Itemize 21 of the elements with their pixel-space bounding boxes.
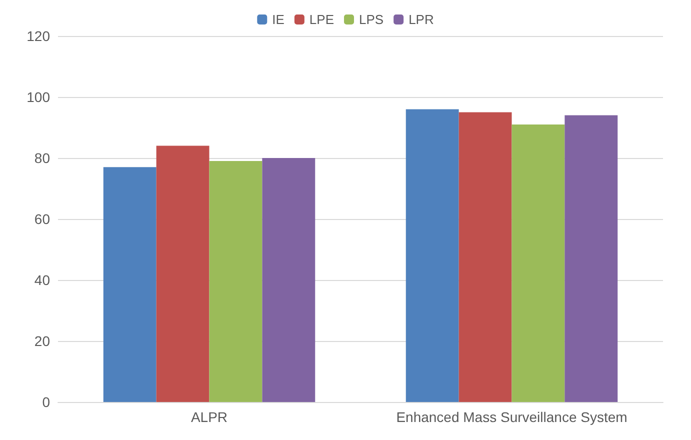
- y-tick-label: 100: [26, 89, 50, 105]
- legend-label: LPR: [408, 12, 434, 27]
- x-tick-label: Enhanced Mass Surveillance System: [396, 409, 628, 425]
- bar: [262, 158, 316, 402]
- legend-label: LPE: [309, 12, 334, 27]
- y-tick-label: 0: [42, 394, 50, 410]
- y-tick-label: 60: [34, 211, 50, 227]
- x-tick-label: ALPR: [190, 409, 228, 425]
- bar: [512, 124, 565, 402]
- bar: [406, 109, 459, 402]
- bar: [156, 146, 210, 402]
- bar: [209, 161, 262, 402]
- y-tick-label: 20: [34, 333, 50, 349]
- bar: [564, 115, 618, 402]
- y-tick-label: 120: [26, 28, 50, 44]
- bar: [458, 112, 512, 402]
- legend-label: IE: [272, 12, 285, 27]
- legend-label: LPS: [358, 12, 384, 27]
- y-tick-label: 40: [34, 272, 50, 288]
- y-tick-label: 80: [34, 150, 50, 166]
- bar: [103, 167, 156, 402]
